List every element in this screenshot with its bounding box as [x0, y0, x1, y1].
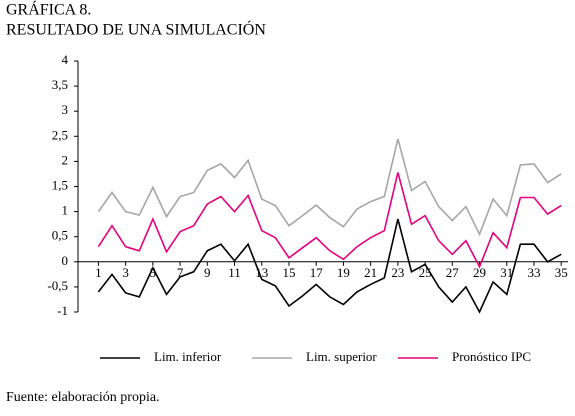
x-tick-label: 27	[446, 265, 460, 280]
x-tick-label: 29	[473, 265, 486, 280]
series-line	[97, 218, 562, 314]
legend-label: Lim. inferior	[154, 349, 222, 364]
x-tick-label: 23	[391, 265, 404, 280]
y-tick-label: -0,5	[47, 278, 68, 293]
x-tick-label: 21	[364, 265, 377, 280]
x-tick-label: 13	[255, 265, 268, 280]
y-tick-label: 4	[62, 52, 69, 67]
x-tick-label: 31	[500, 265, 513, 280]
x-tick-label: 1	[95, 265, 102, 280]
chart-subtitle: RESULTADO DE UNA SIMULACIÓN	[6, 20, 266, 39]
x-tick-label: 3	[122, 265, 129, 280]
y-tick-label: 2,5	[52, 127, 68, 142]
y-tick-label: 1	[62, 203, 69, 218]
x-tick-label: 17	[310, 265, 324, 280]
y-tick-label: 1,5	[52, 177, 68, 192]
y-tick-label: 3,5	[52, 77, 68, 92]
legend-label: Pronóstico IPC	[452, 349, 531, 364]
y-tick-label: 3	[62, 102, 69, 117]
source-note: Fuente: elaboración propia.	[6, 390, 160, 405]
series-line	[97, 172, 562, 269]
x-tick-label: 5	[150, 265, 157, 280]
y-tick-label: 0	[62, 253, 69, 268]
x-tick-label: 33	[527, 265, 540, 280]
series-line	[97, 138, 562, 237]
x-tick-label: 7	[177, 265, 184, 280]
x-tick-label: 9	[204, 265, 211, 280]
x-tick-label: 15	[282, 265, 295, 280]
x-tick-label: 19	[337, 265, 350, 280]
x-tick-label: 35	[555, 265, 568, 280]
y-tick-label: 0,5	[52, 228, 68, 243]
chart-title: GRÁFICA 8.	[6, 0, 91, 19]
y-tick-label: -1	[57, 303, 68, 318]
y-tick-label: 2	[62, 152, 69, 167]
x-tick-label: 11	[228, 265, 241, 280]
legend-label: Lim. superior	[306, 349, 377, 364]
